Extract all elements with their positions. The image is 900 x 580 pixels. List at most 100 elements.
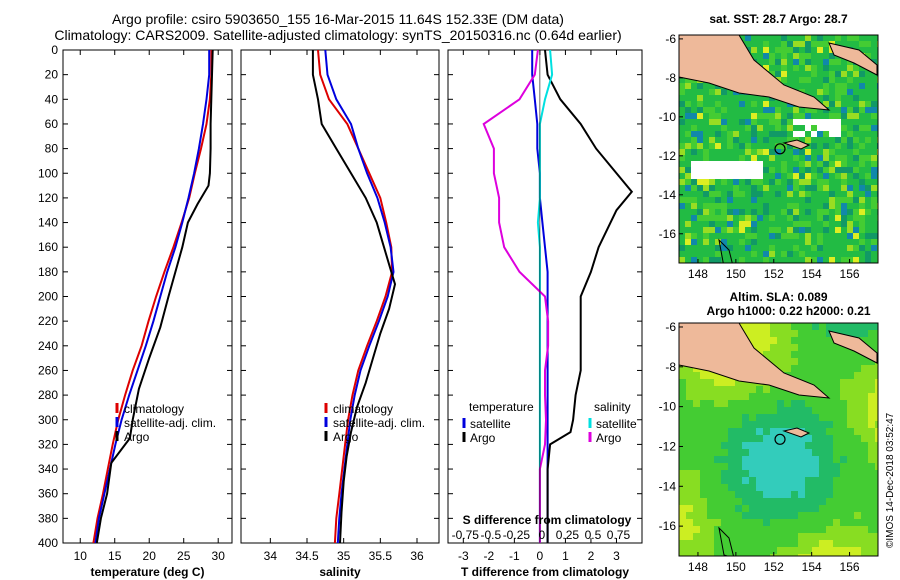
map-cell <box>798 393 805 400</box>
map-cell <box>749 470 756 477</box>
map-cell <box>833 554 840 556</box>
map-cell <box>679 365 686 372</box>
map-cell <box>751 35 757 41</box>
map-cell <box>868 344 875 351</box>
map-cell <box>769 227 775 233</box>
map-cell <box>835 125 841 131</box>
map-cell <box>735 505 742 512</box>
map-cell <box>841 149 847 155</box>
map-cell <box>784 407 791 414</box>
map-cell <box>798 372 805 379</box>
map-cell <box>770 386 777 393</box>
map-cell <box>745 125 751 131</box>
map-cell <box>826 477 833 484</box>
map-cell <box>859 215 865 221</box>
map-cell <box>835 173 841 179</box>
map-cell <box>707 554 714 556</box>
map-cell <box>727 95 733 101</box>
map-cell <box>854 456 861 463</box>
map-cell <box>835 209 841 215</box>
map-cell <box>745 155 751 161</box>
map-cell <box>721 251 727 257</box>
map-cell <box>799 53 805 59</box>
map-cell <box>841 161 847 167</box>
map-cell <box>811 227 817 233</box>
map-cell <box>691 257 697 263</box>
map-cell <box>787 119 793 125</box>
map-cell <box>700 498 707 505</box>
map-cell <box>854 358 861 365</box>
map-cell <box>784 512 791 519</box>
map-cell <box>854 533 861 540</box>
map-cell <box>854 372 861 379</box>
map-cell <box>787 149 793 155</box>
map-cell <box>875 540 878 547</box>
map-cell <box>805 191 811 197</box>
map-cell <box>739 107 745 113</box>
map-cell <box>793 203 799 209</box>
map-cell <box>703 257 709 263</box>
map-cell <box>781 125 787 131</box>
map-cell <box>805 83 811 89</box>
map-cell <box>791 505 798 512</box>
map-cell <box>757 173 763 179</box>
map-cell <box>742 421 749 428</box>
map-cell <box>739 113 745 119</box>
map-cell <box>805 125 811 131</box>
map-cell <box>861 456 868 463</box>
map-cell <box>875 428 878 435</box>
map-cell <box>700 428 707 435</box>
map-cell <box>854 365 861 372</box>
map-cell <box>714 428 721 435</box>
map-cell <box>751 197 757 203</box>
map-cell <box>707 498 714 505</box>
map-cell <box>847 505 854 512</box>
map-cell <box>829 227 835 233</box>
map-cell <box>679 414 686 421</box>
map-cell <box>805 323 812 330</box>
map-cell <box>697 89 703 95</box>
map-cell <box>777 533 784 540</box>
map-cell <box>775 179 781 185</box>
map-cell <box>871 143 877 149</box>
map-cell <box>840 330 847 337</box>
map-cell <box>679 491 686 498</box>
map-cell <box>817 179 823 185</box>
map-cell <box>829 137 835 143</box>
map-cell <box>728 407 735 414</box>
map-cell <box>775 197 781 203</box>
map-cell <box>853 197 859 203</box>
map-cell <box>693 484 700 491</box>
map-cell <box>777 442 784 449</box>
map-cell <box>865 119 871 125</box>
legend-label: Argo <box>470 431 496 445</box>
map-cell <box>817 113 823 119</box>
map-cell <box>847 197 853 203</box>
map-cell <box>840 463 847 470</box>
map-cell <box>763 386 770 393</box>
map-cell <box>868 407 875 414</box>
map-cell <box>751 167 757 173</box>
map-cell <box>871 161 877 167</box>
map-cell <box>707 526 714 533</box>
map-cell <box>787 35 793 41</box>
map-cell <box>742 463 749 470</box>
map-cell <box>679 442 686 449</box>
map-cell <box>714 414 721 421</box>
map-cell <box>679 185 685 191</box>
map-cell <box>679 393 686 400</box>
map-cell <box>823 77 829 83</box>
map-cell <box>805 540 812 547</box>
map-cell <box>840 358 847 365</box>
map-cell <box>835 113 841 119</box>
map-cell <box>769 53 775 59</box>
map-cell <box>763 113 769 119</box>
map-cell <box>709 257 715 263</box>
map-cell <box>763 131 769 137</box>
map-cell <box>793 251 799 257</box>
map-cell <box>847 131 853 137</box>
map-cell <box>757 155 763 161</box>
map-cell <box>770 470 777 477</box>
map-cell <box>721 185 727 191</box>
map-cell <box>823 83 829 89</box>
